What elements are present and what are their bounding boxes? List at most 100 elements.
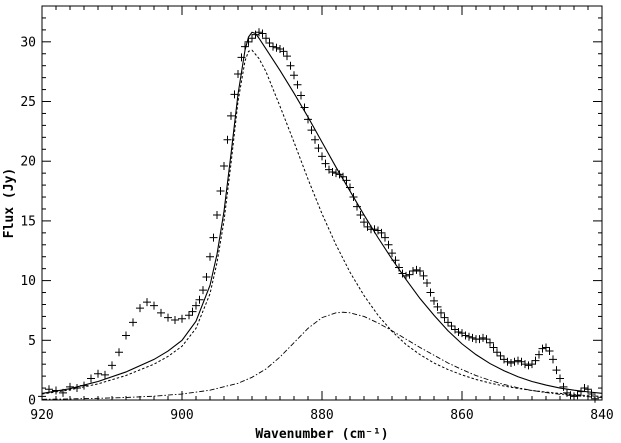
observed-flux-point: [412, 265, 421, 274]
observed-flux-point: [580, 384, 589, 393]
observed-flux-point: [115, 348, 123, 357]
observed-flux-point: [290, 71, 298, 80]
observed-flux-point: [461, 331, 470, 340]
x-axis-unit: (cm⁻¹): [342, 427, 389, 442]
observed-flux-point: [437, 308, 445, 317]
observed-flux-point: [195, 295, 204, 304]
observed-flux-point: [262, 34, 270, 43]
observed-flux-point: [122, 331, 130, 340]
observed-flux-point: [202, 273, 211, 282]
observed-flux-point: [531, 356, 540, 365]
observed-flux-point: [426, 288, 435, 297]
observed-flux-point: [94, 369, 102, 378]
observed-flux-point: [356, 210, 365, 219]
x-tick-label: 880: [310, 408, 333, 423]
labels-layer: 920 900 880 860 840 0 5 10 15 20 25 30: [20, 35, 613, 423]
observed-flux-point: [388, 249, 396, 258]
observed-flux-point: [377, 228, 386, 237]
x-tick-label: 860: [450, 408, 473, 423]
series-layer: [38, 28, 603, 403]
observed-flux-point: [227, 111, 235, 120]
y-tick-label: 0: [28, 394, 36, 409]
observed-flux-point: [556, 374, 564, 383]
observed-flux-point: [416, 267, 424, 276]
observed-flux-point: [521, 360, 529, 369]
observed-flux-point: [269, 42, 277, 51]
observed-flux-point: [419, 271, 428, 280]
observed-flux-point: [475, 335, 484, 344]
observed-flux-point: [493, 348, 501, 357]
x-axis-title: Wavenumber (cm⁻¹): [255, 427, 388, 442]
y-tick-label: 20: [20, 155, 36, 170]
observed-flux-point: [465, 332, 473, 341]
observed-flux-point: [279, 47, 288, 56]
observed-flux-point: [482, 335, 491, 344]
observed-flux-point: [423, 278, 431, 287]
observed-flux-point: [559, 382, 568, 391]
observed-flux-point: [209, 233, 218, 242]
observed-flux-markers: [38, 28, 599, 403]
x-axis-title-text: Wavenumber: [255, 427, 333, 442]
observed-flux-point: [444, 318, 452, 327]
solid-fit-line: [41, 31, 603, 394]
observed-flux-point: [258, 29, 267, 38]
observed-flux-point: [328, 167, 337, 176]
observed-flux-point: [286, 61, 295, 70]
observed-flux-point: [503, 357, 512, 366]
observed-flux-point: [384, 240, 393, 249]
observed-flux-point: [542, 343, 550, 352]
observed-flux-point: [433, 302, 442, 311]
observed-flux-point: [549, 355, 557, 364]
y-tick-label: 10: [20, 274, 36, 289]
x-tick-label: 920: [30, 408, 53, 423]
observed-flux-point: [528, 360, 536, 369]
observed-flux-point: [496, 351, 505, 360]
observed-flux-point: [213, 210, 221, 219]
observed-flux-point: [129, 318, 137, 327]
x-tick-label: 900: [170, 408, 193, 423]
dashed-component-line: [41, 49, 603, 397]
observed-flux-point: [101, 370, 109, 379]
observed-flux-point: [381, 233, 389, 242]
observed-flux-point: [507, 358, 515, 367]
observed-flux-point: [178, 314, 186, 323]
observed-flux-point: [272, 43, 281, 52]
observed-flux-point: [265, 39, 274, 48]
observed-flux-point: [150, 301, 158, 310]
observed-flux-point: [524, 361, 533, 370]
observed-flux-point: [479, 333, 487, 342]
y-axis-title: Flux (Jy): [2, 168, 17, 238]
observed-flux-point: [255, 28, 263, 37]
observed-flux-point: [108, 361, 116, 370]
dash-dot-component-line: [41, 311, 603, 400]
observed-flux-point: [468, 333, 477, 342]
observed-flux-point: [332, 169, 340, 178]
observed-flux-point: [143, 298, 151, 307]
y-tick-label: 25: [20, 95, 36, 110]
observed-flux-point: [185, 311, 193, 320]
observed-flux-point: [87, 374, 95, 383]
observed-flux-point: [405, 270, 414, 279]
plot-frame: [41, 5, 603, 401]
observed-flux-point: [318, 152, 326, 161]
observed-flux-point: [360, 218, 368, 227]
observed-flux-point: [430, 296, 438, 305]
observed-flux-point: [486, 338, 494, 347]
observed-flux-point: [171, 316, 179, 325]
y-tick-label: 30: [20, 35, 36, 50]
observed-flux-point: [293, 80, 302, 89]
observed-flux-point: [409, 267, 417, 276]
observed-flux-point: [489, 343, 498, 352]
observed-flux-point: [591, 394, 599, 403]
observed-flux-point: [230, 90, 239, 99]
observed-flux-point: [220, 161, 228, 170]
observed-flux-point: [223, 135, 232, 144]
observed-flux-point: [248, 34, 256, 43]
observed-flux-point: [545, 347, 554, 356]
observed-flux-point: [199, 286, 207, 295]
observed-flux-point: [314, 144, 323, 153]
observed-flux-point: [538, 344, 547, 353]
observed-flux-point: [440, 313, 449, 322]
